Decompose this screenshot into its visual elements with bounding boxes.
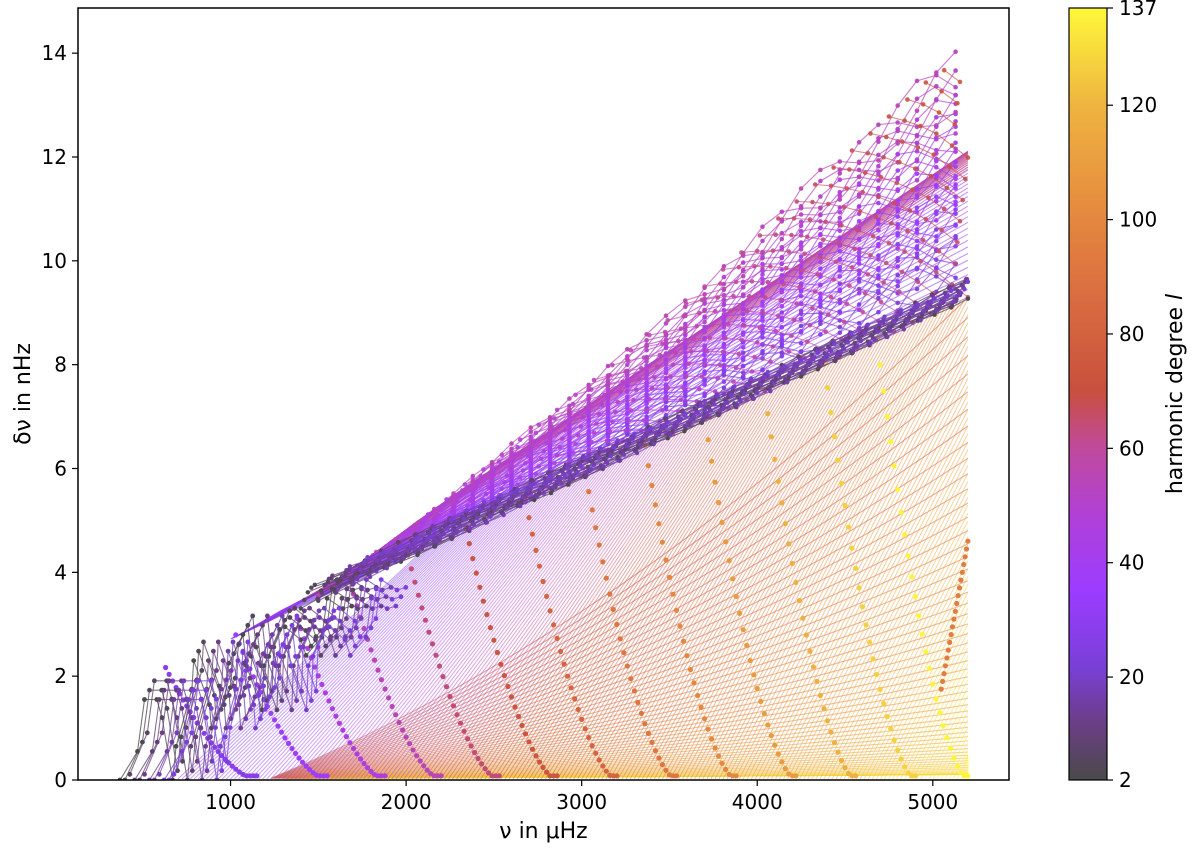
- colorbar: [1068, 7, 1108, 781]
- colorbar-tick-label: 60: [1119, 436, 1144, 460]
- x-tick-label: 5000: [907, 790, 958, 814]
- y-axis-ticks: 0 2 4 6 8 10 12 14: [42, 41, 78, 792]
- y-tick-label: 4: [54, 560, 67, 584]
- y-tick-label: 12: [42, 145, 67, 169]
- y-tick-label: 10: [42, 249, 67, 273]
- colorbar-tick-label: 40: [1119, 551, 1144, 575]
- x-axis-label: ν in μHz: [499, 819, 587, 844]
- plot-data-lines: [117, 49, 971, 780]
- x-tick-label: 3000: [556, 790, 607, 814]
- x-axis-ticks: 1000 2000 3000 4000 5000: [205, 780, 958, 814]
- colorbar-tick-label: 2: [1119, 768, 1132, 792]
- x-tick-label: 2000: [381, 790, 432, 814]
- colorbar-ticks: 2 20 40 60 80 100 120 137: [1107, 0, 1157, 792]
- x-tick-label: 1000: [205, 790, 256, 814]
- y-axis-label: δν in nHz: [11, 343, 36, 445]
- colorbar-tick-label: 80: [1119, 322, 1144, 346]
- y-tick-label: 14: [42, 41, 67, 65]
- y-tick-label: 8: [54, 353, 67, 377]
- colorbar-tick-label: 20: [1119, 665, 1144, 689]
- colorbar-tick-label: 120: [1119, 93, 1157, 117]
- colorbar-tick-label: 100: [1119, 208, 1157, 232]
- y-tick-label: 6: [54, 457, 67, 481]
- y-tick-label: 0: [54, 768, 67, 792]
- colorbar-tick-label: 137: [1119, 0, 1157, 20]
- y-tick-label: 2: [54, 664, 67, 688]
- plot-frame: [77, 7, 1010, 781]
- colorbar-label: harmonic degree l: [1163, 294, 1188, 494]
- x-tick-label: 4000: [732, 790, 783, 814]
